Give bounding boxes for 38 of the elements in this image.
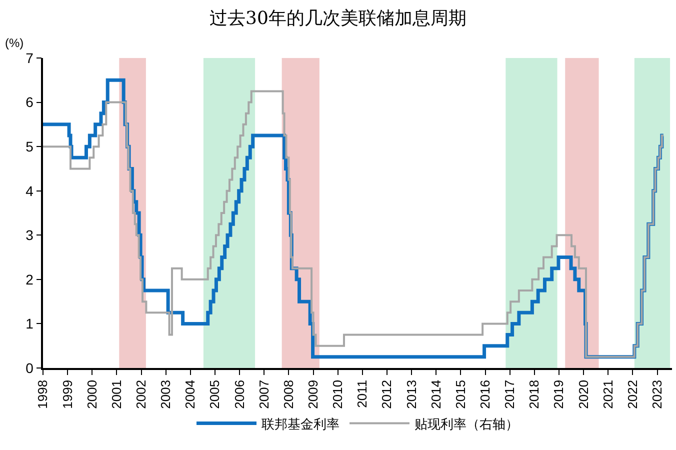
x-tick-label: 2001 xyxy=(108,380,124,409)
x-tick-label: 2000 xyxy=(84,380,100,409)
y-tick-label: 0 xyxy=(26,360,34,376)
y-tick-label: 2 xyxy=(26,271,34,288)
x-tick-label: 2020 xyxy=(576,380,591,409)
x-tick-label: 2018 xyxy=(526,380,542,409)
x-tick-label: 2012 xyxy=(379,380,394,409)
y-axis-title: (%) xyxy=(5,36,24,50)
x-tick-label: 2009 xyxy=(305,380,320,409)
x-tick-label: 2005 xyxy=(207,380,222,409)
x-tick-label: 1999 xyxy=(60,380,75,409)
legend-label: 贴现利率（右轴） xyxy=(414,416,518,432)
y-tick-label: 4 xyxy=(26,182,34,199)
x-tick-label: 2003 xyxy=(158,380,174,409)
y-tick-label: 6 xyxy=(26,94,34,110)
x-tick-label: 2014 xyxy=(428,380,444,409)
y-tick-label: 7 xyxy=(26,50,34,66)
x-tick-label: 2023 xyxy=(649,380,664,409)
x-tick-label: 2021 xyxy=(600,380,616,409)
chart-title: 过去30年的几次美联储加息周期 xyxy=(210,8,466,29)
x-tick-label: 2019 xyxy=(551,380,566,409)
y-tick-label: 5 xyxy=(26,138,34,154)
x-tick-label: 2016 xyxy=(477,380,492,409)
legend-label: 联邦基金利率 xyxy=(262,416,340,432)
x-tick-label: 2006 xyxy=(232,380,247,409)
x-tick-label: 1998 xyxy=(35,380,50,409)
x-tick-label: 2008 xyxy=(280,380,296,409)
y-tick-label: 3 xyxy=(26,227,34,244)
x-tick-label: 2007 xyxy=(256,380,272,409)
x-tick-label: 2004 xyxy=(182,380,198,409)
y-tick-label: 1 xyxy=(26,316,34,332)
x-tick-label: 2010 xyxy=(330,380,346,409)
x-tick-label: 2002 xyxy=(134,380,149,409)
x-tick-label: 2015 xyxy=(452,380,468,409)
x-tick-label: 2011 xyxy=(354,380,370,408)
x-tick-label: 2022 xyxy=(624,380,640,409)
x-tick-label: 2017 xyxy=(502,380,518,409)
x-tick-label: 2013 xyxy=(404,380,419,409)
